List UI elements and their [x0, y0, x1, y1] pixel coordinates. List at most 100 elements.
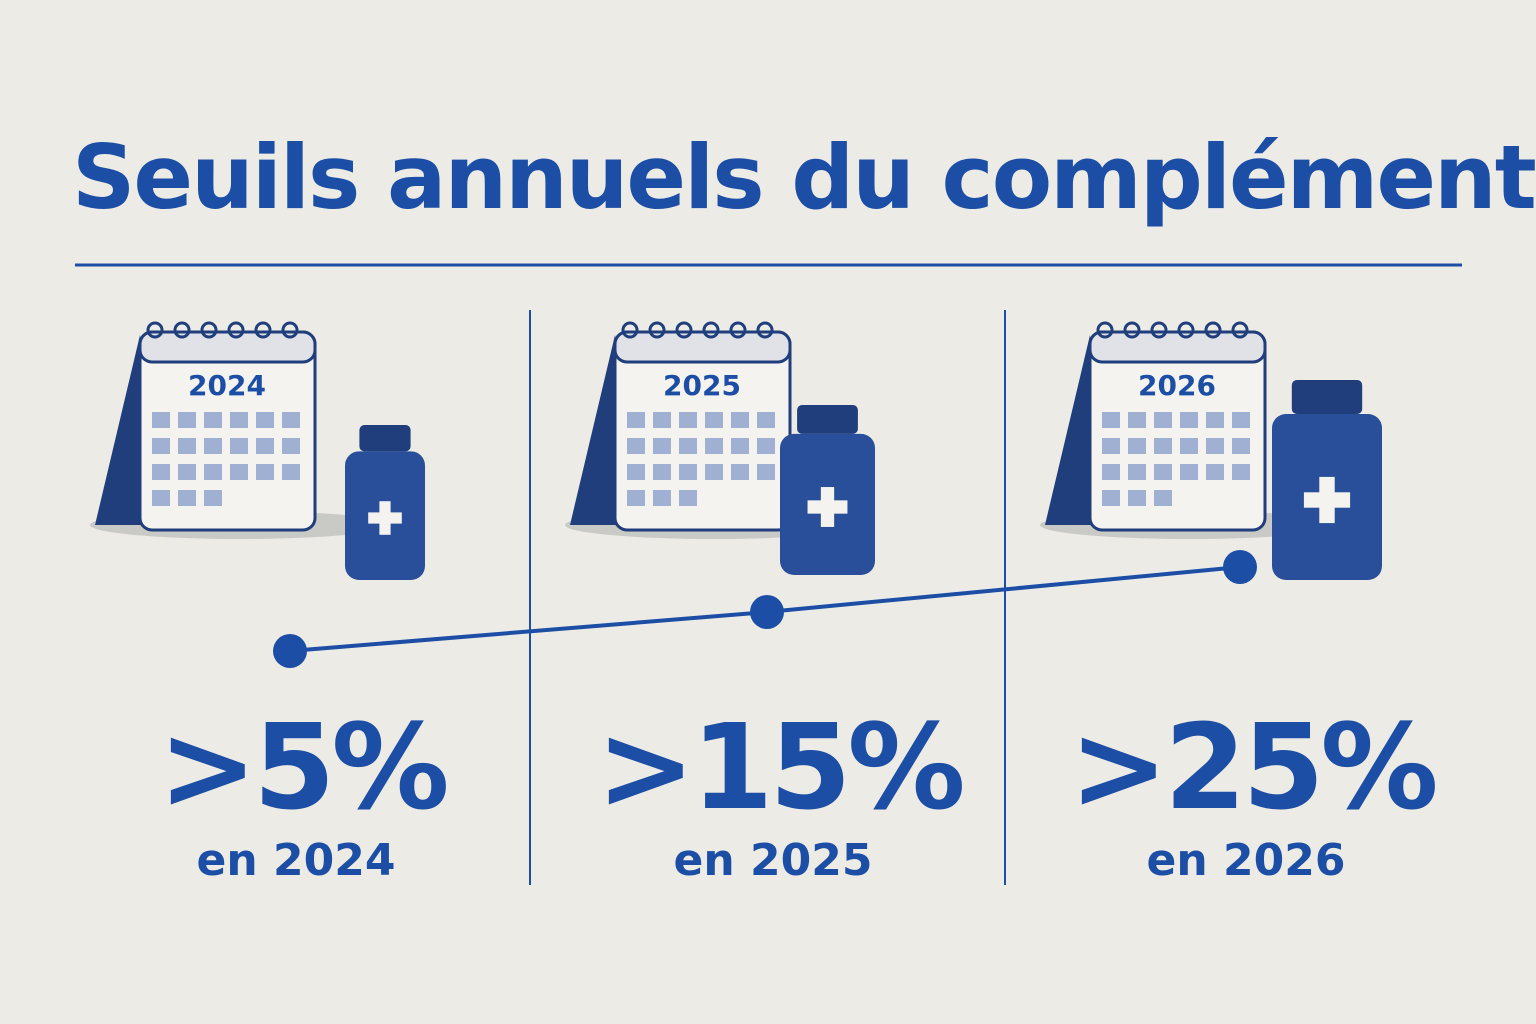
ring: [281, 321, 299, 339]
day-cell: [1128, 412, 1146, 428]
day-cell: [653, 490, 671, 506]
day-cell: [178, 412, 196, 428]
day-cell: [757, 412, 775, 428]
calendar-year: 2025: [663, 369, 741, 402]
day-cell: [204, 464, 222, 480]
day-cell: [230, 438, 248, 454]
day-cell: [178, 490, 196, 506]
ring: [146, 321, 164, 339]
day-cell: [256, 464, 274, 480]
ring: [729, 321, 747, 339]
day-cell: [1232, 438, 1250, 454]
ring: [1096, 321, 1114, 339]
day-cell: [679, 490, 697, 506]
threshold-caption: en 2025: [674, 835, 873, 886]
day-cell: [679, 412, 697, 428]
day-cell: [705, 438, 723, 454]
ring: [675, 321, 693, 339]
day-cell: [679, 464, 697, 480]
day-cell: [1102, 412, 1120, 428]
trend-dot: [273, 634, 307, 668]
day-cell: [230, 412, 248, 428]
calendar-illustration: 2025: [565, 321, 875, 575]
ring: [621, 321, 639, 339]
day-cell: [152, 438, 170, 454]
ring: [1177, 321, 1195, 339]
bottle-cap: [797, 405, 858, 434]
ring: [1231, 321, 1249, 339]
ring: [1204, 321, 1222, 339]
ring: [756, 321, 774, 339]
day-cell: [731, 464, 749, 480]
day-cell: [152, 464, 170, 480]
day-cell: [705, 412, 723, 428]
day-cell: [1154, 412, 1172, 428]
ring: [702, 321, 720, 339]
day-cell: [152, 490, 170, 506]
day-cell: [152, 412, 170, 428]
cross: [820, 487, 835, 527]
day-cell: [256, 412, 274, 428]
ring: [1123, 321, 1141, 339]
day-cell: [1128, 438, 1146, 454]
bottle-cap: [1291, 380, 1363, 414]
day-cell: [1128, 464, 1146, 480]
day-cell: [1206, 438, 1224, 454]
day-cell: [178, 438, 196, 454]
calendar-header: [138, 330, 317, 364]
day-cell: [1154, 490, 1172, 506]
day-cell: [679, 438, 697, 454]
day-cell: [230, 464, 248, 480]
day-cell: [1154, 464, 1172, 480]
day-cell: [627, 438, 645, 454]
day-cell: [1206, 412, 1224, 428]
calendar-illustration: 2024: [90, 321, 425, 580]
day-cell: [731, 438, 749, 454]
bottle-cap: [359, 425, 411, 452]
day-cell: [757, 464, 775, 480]
day-cell: [1232, 464, 1250, 480]
day-cell: [1102, 464, 1120, 480]
calendar-illustration: 2026: [1040, 321, 1382, 580]
ring: [648, 321, 666, 339]
day-cell: [1180, 412, 1198, 428]
title: Seuils annuels du complément: [72, 126, 1536, 229]
day-cell: [627, 464, 645, 480]
threshold-caption: en 2024: [197, 835, 396, 886]
calendar-header: [1088, 330, 1267, 364]
ring: [173, 321, 191, 339]
ring: [227, 321, 245, 339]
day-cell: [653, 438, 671, 454]
day-cell: [1128, 490, 1146, 506]
calendar-header: [613, 330, 792, 364]
day-cell: [757, 438, 775, 454]
day-cell: [1102, 438, 1120, 454]
day-cell: [1232, 412, 1250, 428]
day-cell: [282, 412, 300, 428]
day-cell: [256, 438, 274, 454]
day-cell: [178, 464, 196, 480]
calendar-year: 2024: [188, 369, 266, 402]
day-cell: [627, 412, 645, 428]
day-cell: [627, 490, 645, 506]
day-cell: [1180, 438, 1198, 454]
cross: [1319, 476, 1335, 524]
day-cell: [282, 464, 300, 480]
day-cell: [705, 464, 723, 480]
threshold-value: >15%: [596, 698, 962, 836]
day-cell: [1206, 464, 1224, 480]
day-cell: [653, 464, 671, 480]
threshold-caption: en 2026: [1147, 835, 1346, 886]
day-cell: [204, 438, 222, 454]
cross: [379, 501, 391, 535]
trend-dot: [750, 595, 784, 629]
day-cell: [1154, 438, 1172, 454]
threshold-value: >25%: [1069, 698, 1435, 836]
day-cell: [204, 490, 222, 506]
day-cell: [282, 438, 300, 454]
day-cell: [731, 412, 749, 428]
calendar-year: 2026: [1138, 369, 1216, 402]
ring: [200, 321, 218, 339]
day-cell: [1180, 464, 1198, 480]
